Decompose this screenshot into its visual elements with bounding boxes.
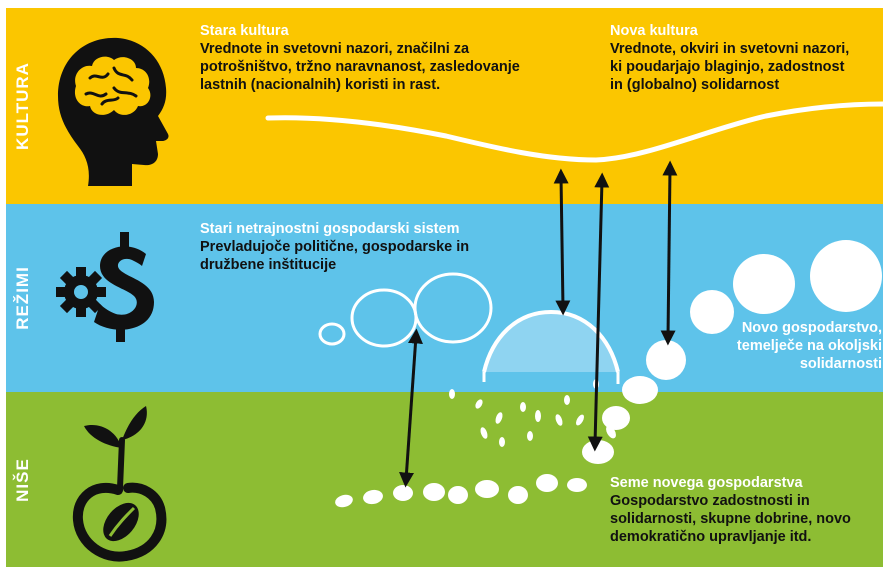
new-culture-block: Nova kultura Vrednote, okviri in svetovn…	[610, 22, 860, 94]
arrow-new-economy-culture	[660, 160, 678, 346]
interaction-arrows	[399, 160, 678, 488]
culture-boundary-line	[265, 101, 883, 163]
new-culture-title: Nova kultura	[610, 23, 698, 39]
new-culture-text: Vrednote, okviri in svetovni nazori, ki …	[610, 41, 850, 93]
old-culture-title: Stara kultura	[200, 23, 289, 39]
seed-dots	[335, 474, 587, 508]
seeds-title: Seme novega gospodarstva	[610, 475, 803, 491]
diagram-artwork	[56, 37, 883, 562]
arrow-regime-culture	[553, 168, 571, 316]
new-economy-block: Novo gospodarstvo, temelječe na okoljski…	[722, 319, 882, 373]
regime-bubbles	[318, 272, 620, 384]
arrow-niche-culture	[587, 172, 610, 452]
seeds-text: Gospodarstvo zadostnosti in solidarnosti…	[610, 493, 851, 545]
new-economy-text: Novo gospodarstvo, temelječe na okoljski…	[736, 320, 882, 372]
old-culture-block: Stara kultura Vrednote in svetovni nazor…	[200, 22, 560, 94]
seedling-icon	[72, 406, 167, 562]
old-culture-text: Vrednote in svetovni nazori, značilni za…	[200, 41, 520, 93]
brain-head-icon	[58, 37, 169, 187]
seeds-block: Seme novega gospodarstva Gospodarstvo za…	[610, 474, 860, 546]
old-system-block: Stari netrajnostni gospodarski sistem Pr…	[200, 220, 510, 274]
old-system-title: Stari netrajnostni gospodarski sistem	[200, 221, 460, 237]
gear-dollar-icon	[56, 232, 154, 342]
arrow-niche-regime	[399, 328, 423, 488]
rising-bubbles	[582, 240, 882, 464]
multi-level-transition-diagram: KULTURA REŽIMI NIŠE	[6, 8, 883, 567]
niche-scatter-marks	[449, 379, 616, 447]
old-system-text: Prevladujoče politične, gospodarske in d…	[200, 239, 470, 273]
